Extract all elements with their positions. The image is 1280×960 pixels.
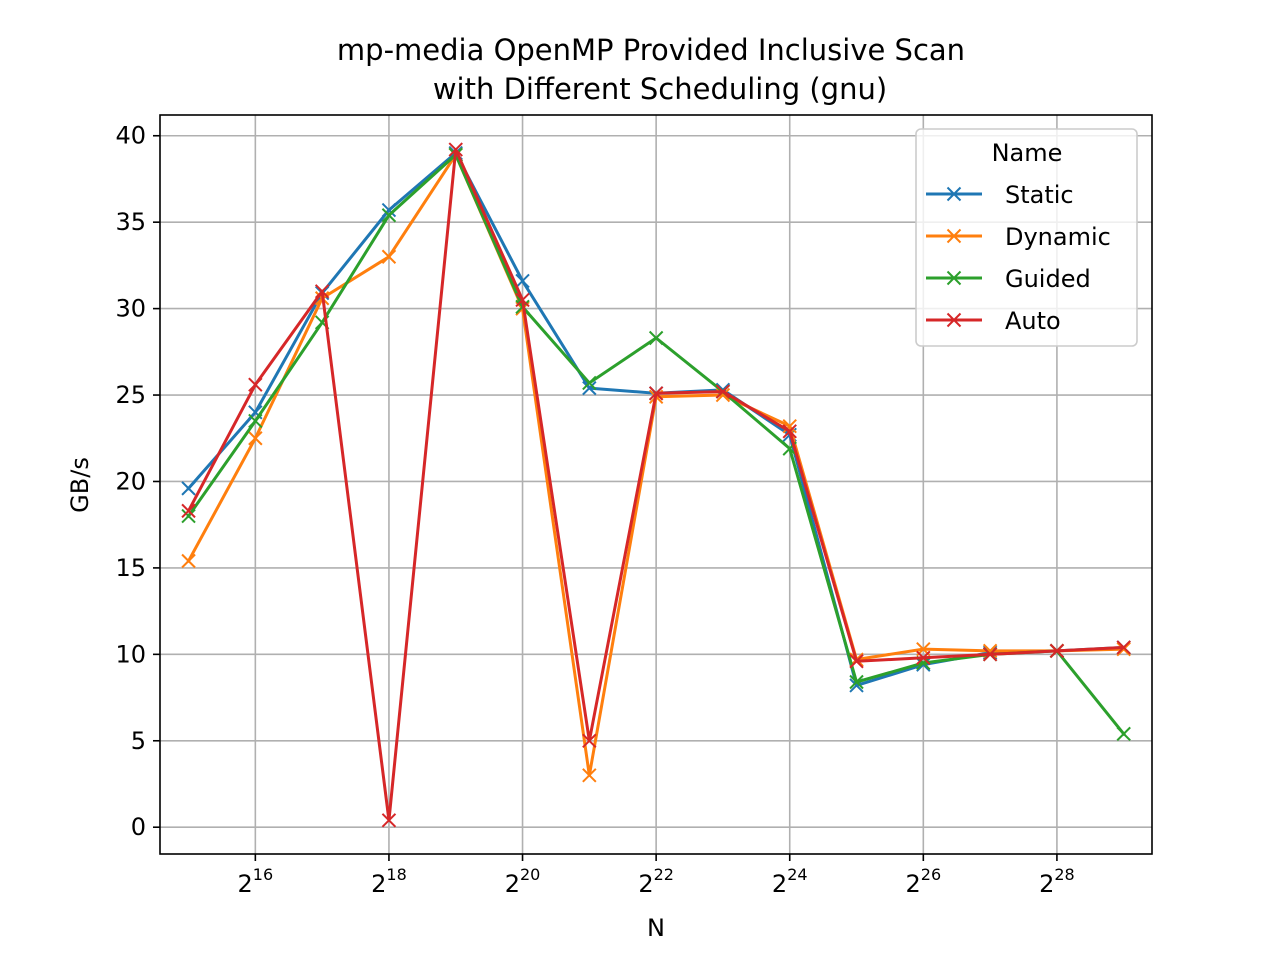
legend-marker-swatch	[946, 312, 962, 328]
y-tick-label: 10	[115, 640, 146, 668]
data-point-marker	[381, 202, 397, 218]
chart-title-line-1: mp-media OpenMP Provided Inclusive Scan	[337, 33, 965, 67]
y-tick-label: 25	[115, 381, 146, 409]
x-tick-label-base: 2	[906, 870, 921, 898]
legend-item-static: Static	[926, 181, 1074, 209]
x-tick-label: 220	[505, 865, 541, 898]
data-point-marker	[1049, 643, 1065, 659]
legend: Name Static Dynamic Guided Auto	[915, 128, 1138, 347]
data-point-marker	[181, 508, 196, 524]
legend-marker-swatch	[946, 270, 962, 286]
x-tick-label: 228	[1039, 865, 1075, 898]
chart-title-line-2: with Different Scheduling (gnu)	[433, 72, 887, 106]
legend-marker-swatch	[946, 186, 962, 202]
data-point-marker	[582, 375, 597, 391]
data-point-marker	[916, 657, 931, 672]
data-point-marker	[982, 645, 998, 660]
y-tick-label: 35	[115, 208, 146, 236]
x-tick-label-base: 2	[1039, 870, 1054, 898]
x-tick-label: 222	[638, 865, 674, 898]
y-axis-label: GB/s	[66, 457, 94, 513]
x-tick-label-exponent: 28	[1054, 865, 1074, 884]
data-point-marker	[715, 384, 731, 399]
y-tick-label: 15	[115, 554, 146, 582]
data-point-marker	[849, 674, 864, 690]
legend-item-dynamic: Dynamic	[926, 223, 1111, 251]
data-point-marker	[1116, 640, 1131, 655]
legend-label: Auto	[1005, 307, 1061, 335]
legend-box	[915, 128, 1138, 347]
data-point-marker	[849, 654, 864, 669]
data-point-marker	[982, 647, 998, 662]
data-point-marker	[582, 733, 597, 748]
legend-label: Dynamic	[1005, 223, 1111, 251]
y-tick-label: 0	[131, 813, 146, 841]
legend-item-guided: Guided	[926, 265, 1091, 293]
data-point-marker	[448, 142, 463, 157]
x-tick-label: 218	[371, 865, 407, 898]
x-axis: 216 218 220 222 224 226 228	[238, 854, 1075, 898]
x-tick-label: 226	[906, 865, 942, 898]
x-tick-label-exponent: 16	[253, 865, 273, 884]
data-point-marker	[582, 768, 597, 783]
y-axis: 0 5 10 15 20 25 30 35 40	[115, 122, 160, 841]
data-point-marker	[782, 424, 797, 439]
x-tick-label-base: 2	[772, 870, 787, 898]
data-point-marker	[648, 330, 664, 346]
x-tick-label: 216	[238, 865, 274, 898]
x-tick-label-exponent: 22	[654, 865, 674, 884]
data-point-marker	[515, 292, 530, 308]
x-axis-label: N	[647, 914, 665, 942]
data-point-marker	[248, 413, 263, 429]
data-point-marker	[381, 813, 397, 828]
data-point-marker	[1116, 641, 1131, 657]
legend-title: Name	[992, 139, 1063, 167]
x-tick-label-exponent: 26	[921, 865, 941, 884]
x-tick-label: 224	[772, 865, 808, 898]
data-point-marker	[515, 273, 530, 289]
x-tick-label-base: 2	[505, 870, 520, 898]
data-point-marker	[1116, 726, 1131, 742]
data-point-marker	[314, 284, 330, 299]
y-tick-label: 5	[131, 727, 146, 755]
data-point-marker	[916, 650, 931, 666]
legend-item-auto: Auto	[926, 307, 1061, 335]
x-tick-label-exponent: 24	[787, 865, 807, 884]
data-point-marker	[181, 553, 196, 569]
x-tick-label-exponent: 18	[386, 865, 406, 884]
x-tick-label-base: 2	[238, 870, 253, 898]
y-tick-label: 40	[115, 122, 146, 150]
y-tick-label: 30	[115, 295, 146, 323]
data-point-marker	[248, 377, 263, 392]
series-layer	[181, 142, 1131, 828]
data-point-marker	[181, 503, 196, 519]
data-point-marker	[648, 386, 664, 401]
x-tick-label-base: 2	[638, 870, 653, 898]
data-point-marker	[381, 249, 397, 264]
legend-label: Static	[1005, 181, 1074, 209]
legend-marker-swatch	[946, 228, 962, 244]
data-point-marker	[582, 380, 597, 396]
data-point-marker	[381, 208, 397, 223]
x-tick-label-base: 2	[371, 870, 386, 898]
data-point-marker	[181, 481, 196, 496]
legend-label: Guided	[1005, 265, 1091, 293]
series-auto	[181, 142, 1131, 828]
y-tick-label: 20	[115, 467, 146, 495]
data-point-marker	[248, 431, 263, 446]
x-tick-label-exponent: 20	[520, 865, 540, 884]
